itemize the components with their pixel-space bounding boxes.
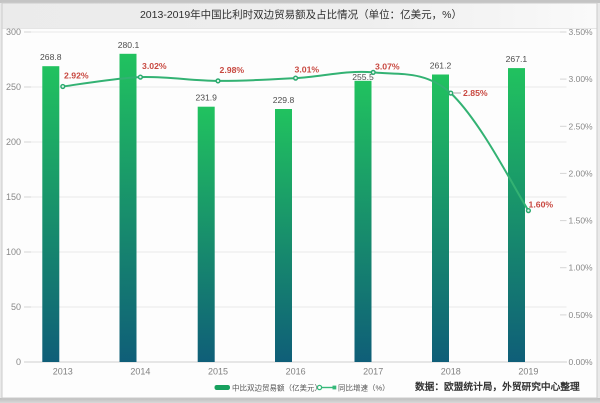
svg-text:3.00%: 3.00% bbox=[569, 74, 594, 84]
svg-text:231.9: 231.9 bbox=[195, 93, 217, 103]
svg-text:2.92%: 2.92% bbox=[64, 71, 89, 81]
svg-text:2019: 2019 bbox=[518, 367, 538, 377]
svg-text:中比双边贸易额（亿美元）: 中比双边贸易额（亿美元） bbox=[232, 382, 322, 392]
svg-text:2014: 2014 bbox=[130, 367, 150, 377]
svg-text:268.8: 268.8 bbox=[40, 52, 62, 62]
svg-text:229.8: 229.8 bbox=[273, 95, 295, 105]
svg-text:2013: 2013 bbox=[53, 367, 73, 377]
svg-text:261.2: 261.2 bbox=[430, 61, 452, 71]
svg-text:2.00%: 2.00% bbox=[569, 168, 594, 178]
svg-text:1.50%: 1.50% bbox=[569, 216, 594, 226]
svg-text:250: 250 bbox=[6, 82, 21, 92]
svg-text:255.5: 255.5 bbox=[352, 72, 374, 82]
svg-text:同比增速（%）: 同比增速（%） bbox=[338, 382, 390, 392]
svg-text:2016: 2016 bbox=[286, 367, 306, 377]
svg-text:2015: 2015 bbox=[208, 367, 228, 377]
svg-text:0.50%: 0.50% bbox=[569, 310, 594, 320]
svg-text:3.07%: 3.07% bbox=[375, 62, 400, 72]
svg-text:2017: 2017 bbox=[363, 367, 383, 377]
svg-text:280.1: 280.1 bbox=[118, 40, 140, 50]
svg-text:2018: 2018 bbox=[441, 367, 461, 377]
svg-text:50: 50 bbox=[11, 302, 21, 312]
svg-text:3.50%: 3.50% bbox=[569, 27, 594, 37]
svg-text:2013-2019年中国比利时双边贸易额及占比情况（单位：亿: 2013-2019年中国比利时双边贸易额及占比情况（单位：亿美元，%） bbox=[140, 8, 462, 21]
svg-text:150: 150 bbox=[6, 192, 21, 202]
svg-text:3.02%: 3.02% bbox=[142, 61, 167, 71]
svg-text:300: 300 bbox=[6, 27, 21, 37]
svg-text:数据：欧盟统计局，外贸研究中心整理: 数据：欧盟统计局，外贸研究中心整理 bbox=[415, 380, 580, 393]
svg-text:0: 0 bbox=[16, 357, 21, 367]
svg-text:200: 200 bbox=[6, 137, 21, 147]
svg-text:0.00%: 0.00% bbox=[569, 357, 594, 367]
svg-text:3.01%: 3.01% bbox=[295, 64, 320, 74]
svg-text:100: 100 bbox=[6, 247, 21, 257]
svg-text:2.50%: 2.50% bbox=[569, 121, 594, 131]
svg-text:2.98%: 2.98% bbox=[220, 65, 245, 75]
svg-text:267.1: 267.1 bbox=[506, 54, 528, 64]
svg-text:1.00%: 1.00% bbox=[569, 263, 594, 273]
svg-text:1.60%: 1.60% bbox=[529, 200, 554, 210]
svg-text:2.85%: 2.85% bbox=[463, 88, 488, 98]
